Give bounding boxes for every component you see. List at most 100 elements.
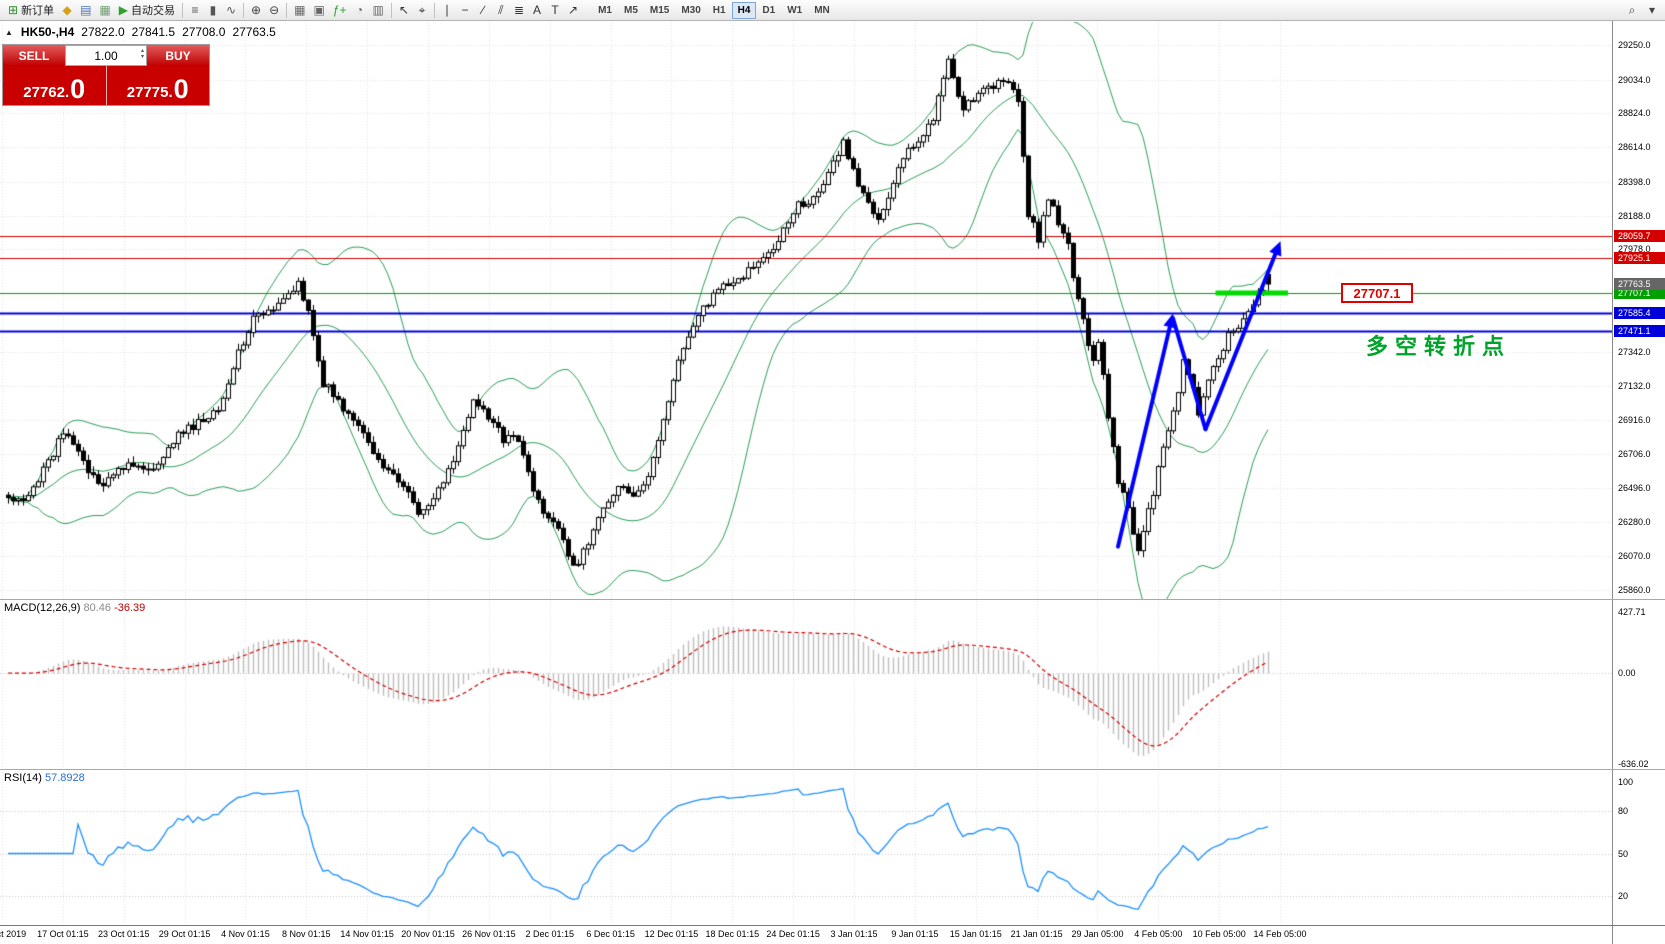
timeframe-m1-button[interactable]: M1 xyxy=(598,4,612,16)
time-axis-label: 12 Dec 01:15 xyxy=(644,929,699,939)
buy-price-main: 27775. xyxy=(126,83,173,101)
cursor-button[interactable]: ↖ xyxy=(395,1,413,19)
toolbar-options-button[interactable]: ▾ xyxy=(1643,1,1661,19)
ohlc-high: 27841.5 xyxy=(131,25,176,39)
toolbar-separator xyxy=(390,2,392,18)
timeframe-h4-button[interactable]: H4 xyxy=(731,1,757,19)
timeframe-h1-button[interactable]: H1 xyxy=(712,4,726,16)
price-axis-label: 26070.0 xyxy=(1618,551,1651,562)
chart-profiles-button[interactable]: ▤ xyxy=(76,1,95,19)
sell-button[interactable]: SELL xyxy=(3,45,65,66)
terminal-button[interactable]: ▦ xyxy=(95,1,114,19)
rsi-indicator-name: RSI(14) xyxy=(4,772,42,784)
auto-trading-button[interactable]: ▶ 自动交易 xyxy=(115,1,179,19)
time-scale[interactable]: 11 Oct 2019 17 Oct 01:15 23 Oct 01:15 29 Oc… xyxy=(0,926,1612,944)
time-axis-label: 18 Dec 01:15 xyxy=(705,929,760,939)
turning-point-annotation[interactable]: 多空转折点 xyxy=(1366,334,1512,359)
timeframe-m5-button[interactable]: M5 xyxy=(623,4,638,16)
sell-price[interactable]: 27762. 0 xyxy=(3,66,107,105)
price-scale[interactable]: 29250.0 29034.0 28824.0 28614.0 28398.0 28188… xyxy=(1612,21,1665,944)
channel-button[interactable]: ⫽ xyxy=(492,1,510,19)
fibonacci-button[interactable]: ≣ xyxy=(510,1,528,19)
volume-spinner[interactable]: ▴ ▾ xyxy=(141,48,144,60)
terminal-icon: ▦ xyxy=(99,3,111,17)
timeframe-m15-button[interactable]: M15 xyxy=(649,4,670,16)
timeframe-m30-button[interactable]: M30 xyxy=(681,4,701,16)
timeframe-d1-button[interactable]: D1 xyxy=(762,4,776,16)
text-button[interactable]: A xyxy=(528,1,546,19)
periods-icon: ◔ xyxy=(355,3,364,17)
zoom-in-button[interactable]: ⊕ xyxy=(247,1,265,19)
macd-axis-label: -636.02 xyxy=(1618,758,1649,769)
time-axis-label: 23 Oct 01:15 xyxy=(97,929,150,939)
new-order-button-label: 新订单 xyxy=(21,5,55,17)
tile-windows-button[interactable]: ▦ xyxy=(290,1,309,19)
fibonacci-icon: ≣ xyxy=(513,3,525,17)
crosshair-button[interactable]: ⌖ xyxy=(413,1,431,19)
timeframe-w1-button[interactable]: W1 xyxy=(787,4,803,16)
macd-axis-label: 427.71 xyxy=(1618,607,1646,617)
price-axis-label: 26706.0 xyxy=(1618,448,1651,459)
search-button[interactable]: ⌕ xyxy=(1623,1,1641,19)
time-axis-separator xyxy=(0,925,1665,926)
time-axis-label: 14 Nov 01:15 xyxy=(340,929,394,939)
rsi-panel-separator[interactable] xyxy=(0,769,1665,770)
templates-button[interactable]: ▥ xyxy=(369,1,388,19)
market-watch-button[interactable]: ◆ xyxy=(58,1,76,19)
price-level-label[interactable]: 27707.1 xyxy=(1341,283,1413,303)
spinner-down-icon[interactable]: ▾ xyxy=(140,54,144,60)
price-axis-label: 29250.0 xyxy=(1618,40,1651,50)
indicators-button[interactable]: ƒ+ xyxy=(329,1,351,19)
periods-button[interactable]: ◔ xyxy=(351,1,369,19)
market-watch-icon: ◆ xyxy=(62,3,72,17)
label-button[interactable]: T xyxy=(546,1,564,19)
bar-chart-icon: ≡ xyxy=(191,3,199,17)
price-axis-badge: 27585.4 xyxy=(1614,306,1665,319)
vertical-line-button[interactable]: ∣ xyxy=(438,1,456,19)
cascade-windows-button[interactable]: ▣ xyxy=(310,1,329,19)
zoom-out-icon: ⊖ xyxy=(269,3,280,17)
one-click-collapse-icon[interactable]: ▲ xyxy=(5,27,13,37)
macd-panel-separator[interactable] xyxy=(0,599,1665,600)
bar-chart-button[interactable]: ≡ xyxy=(186,1,204,19)
ohlc-low: 27708.0 xyxy=(182,25,226,39)
rsi-label: RSI(14) 57.8928 xyxy=(4,772,85,784)
buy-price-big: 0 xyxy=(173,74,189,105)
rsi-axis-label: 80 xyxy=(1618,805,1629,816)
zoom-in-icon: ⊕ xyxy=(251,3,262,17)
toolbar-separator xyxy=(181,2,183,18)
zoom-out-button[interactable]: ⊖ xyxy=(265,1,283,19)
time-axis-label: 21 Jan 01:15 xyxy=(1010,929,1063,939)
time-axis-label: 3 Jan 01:15 xyxy=(830,929,878,939)
price-axis-label: 28824.0 xyxy=(1618,108,1651,119)
price-axis-badge: 28059.7 xyxy=(1614,230,1665,243)
toolbar-right-group: ⌕ ▾ xyxy=(1623,1,1661,19)
price-axis-label: 25860.0 xyxy=(1618,585,1651,595)
buy-price[interactable]: 27775. 0 xyxy=(106,66,209,105)
auto-trading-button-label: 自动交易 xyxy=(130,5,175,17)
volume-input[interactable]: 1.00 ▴ ▾ xyxy=(65,45,147,66)
horizontal-line-button[interactable]: − xyxy=(456,1,474,19)
buy-button[interactable]: BUY xyxy=(147,45,209,66)
line-chart-icon: ∿ xyxy=(225,3,237,17)
line-chart-button[interactable]: ∿ xyxy=(222,1,240,19)
time-axis-label: 10 Feb 05:00 xyxy=(1192,929,1246,939)
sell-price-main: 27762. xyxy=(23,83,70,101)
new-order-icon: ⊞ xyxy=(8,3,19,17)
candlestick-chart-button[interactable]: ▮ xyxy=(204,1,222,19)
rsi-axis-label: 100 xyxy=(1618,777,1634,787)
text-icon: A xyxy=(533,3,542,17)
timeframe-mn-button[interactable]: MN xyxy=(814,4,830,16)
spinner-up-icon[interactable]: ▴ xyxy=(140,48,144,54)
indicators-icon: ƒ+ xyxy=(332,3,347,17)
chart-title-bar: ▲ HK50-,H4 27822.0 27841.5 27708.0 27763… xyxy=(5,25,276,39)
price-axis-label: 28614.0 xyxy=(1618,142,1651,153)
new-order-button[interactable]: ⊞ 新订单 xyxy=(4,1,58,19)
time-axis-label: 8 Nov 01:15 xyxy=(282,929,331,939)
arrows-button[interactable]: ↗ xyxy=(564,1,582,19)
trendline-button[interactable]: ∕ xyxy=(474,1,492,19)
toolbar: ⊞ 新订单 ◆ ▤ ▦ ▶ 自动交易 ≡ ▮ ∿ ⊕ ⊖ ▦ ▣ ƒ+ ◔ ▥ ↖ ⌖ ∣ − ∕ ⫽ ≣ A T ↗ M1 M5 M15… xyxy=(0,0,1665,21)
cursor-icon: ↖ xyxy=(398,3,409,17)
toolbar-separator xyxy=(243,2,245,18)
